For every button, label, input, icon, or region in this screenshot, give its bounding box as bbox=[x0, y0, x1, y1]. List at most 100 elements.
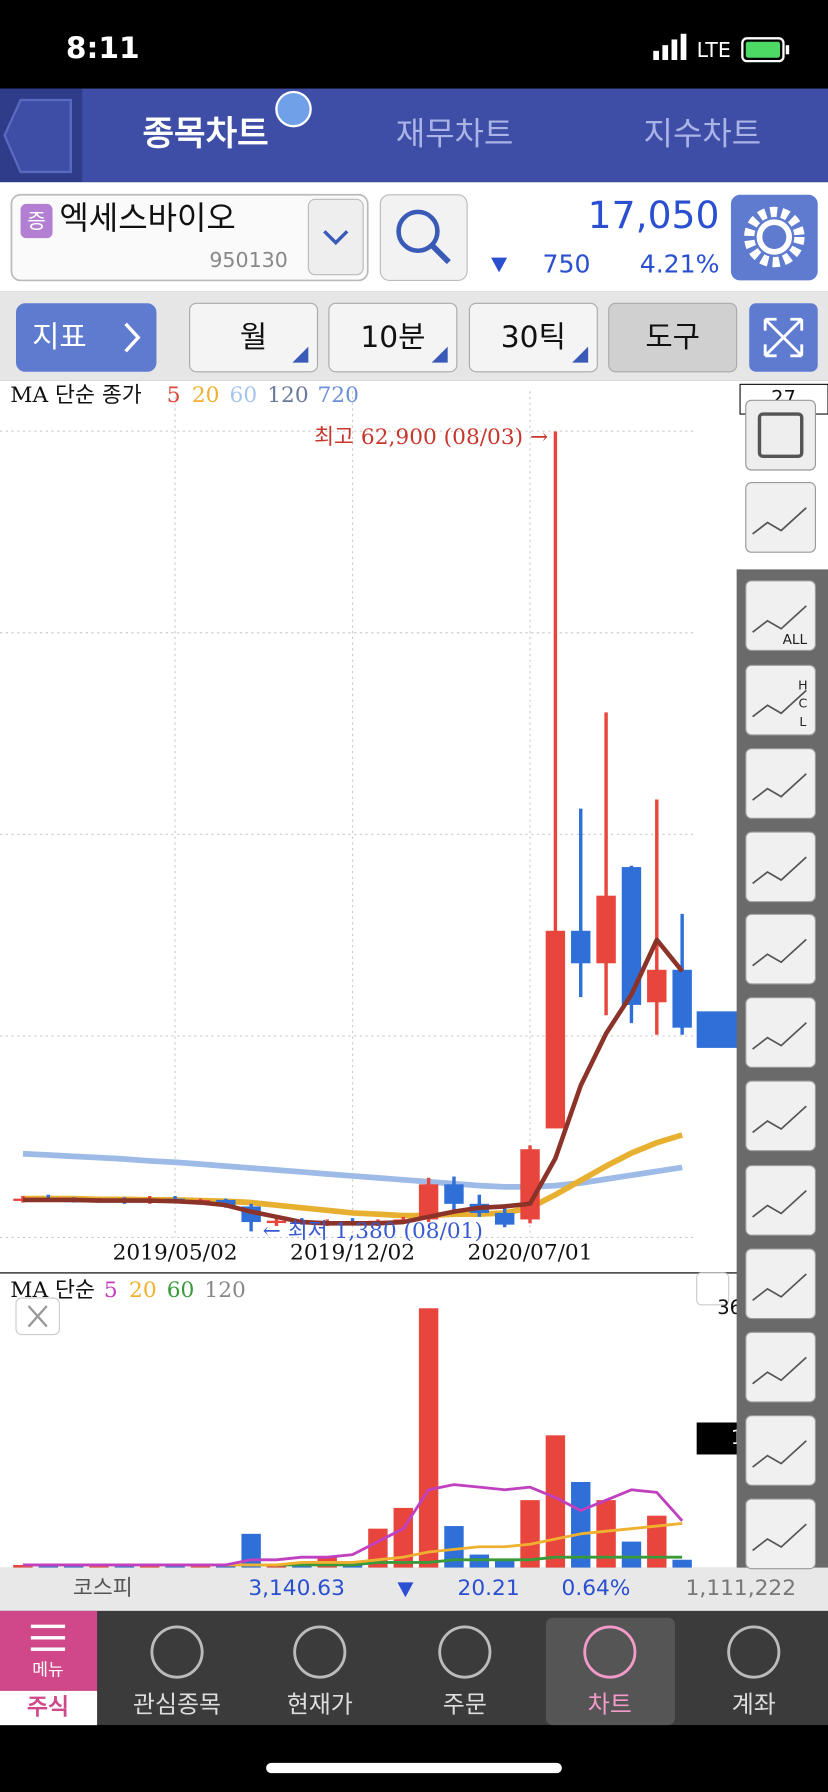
legend-entry: 20 bbox=[129, 1278, 157, 1303]
tab-icon bbox=[275, 90, 312, 128]
tool-icon bbox=[752, 938, 807, 967]
nav-item[interactable]: 차트 bbox=[588, 1691, 632, 1719]
draw-tool[interactable] bbox=[745, 913, 817, 985]
toolbar-label: 도구 bbox=[645, 320, 700, 355]
battery-tip bbox=[785, 45, 790, 55]
tool-icon bbox=[752, 1273, 807, 1301]
tab[interactable]: 지수차트 bbox=[644, 114, 762, 152]
tool-label: H bbox=[798, 677, 807, 692]
candle-body bbox=[444, 1184, 464, 1204]
draw-tool[interactable] bbox=[745, 1331, 817, 1403]
toolbar-label: 월 bbox=[240, 320, 267, 355]
battery-level bbox=[745, 41, 781, 58]
nav-icon bbox=[583, 1625, 637, 1679]
draw-tool[interactable] bbox=[745, 831, 817, 903]
gear bbox=[744, 206, 805, 268]
volume-bar bbox=[596, 1500, 616, 1568]
hamburger bbox=[30, 1647, 66, 1651]
draw-tool[interactable] bbox=[745, 1248, 817, 1320]
toolbar-button[interactable] bbox=[328, 302, 458, 373]
tab[interactable]: 재무차트 bbox=[396, 114, 514, 152]
toolbar-button[interactable] bbox=[468, 302, 598, 373]
tool-icon bbox=[752, 689, 807, 718]
ma-line bbox=[22, 937, 684, 1226]
nav-item[interactable]: 현재가 bbox=[287, 1691, 353, 1719]
draw-tool[interactable] bbox=[745, 997, 817, 1068]
nav-bar bbox=[0, 1610, 828, 1726]
volume-bar bbox=[418, 1308, 439, 1568]
tool-label: L bbox=[799, 714, 806, 729]
draw-tool[interactable] bbox=[745, 664, 817, 736]
hamburger bbox=[30, 1624, 66, 1629]
toolbar-label: 10분 bbox=[360, 320, 425, 355]
legend-entry: 5 bbox=[167, 383, 181, 408]
nav-icon bbox=[293, 1625, 347, 1679]
scroll-button[interactable] bbox=[696, 1272, 730, 1306]
down-arrow bbox=[397, 1582, 414, 1598]
volume-bar bbox=[647, 1515, 667, 1568]
nav-icon bbox=[150, 1625, 204, 1679]
stock-box[interactable] bbox=[10, 193, 369, 282]
dropdown-button[interactable] bbox=[307, 198, 364, 276]
toolbar-button[interactable] bbox=[608, 302, 738, 373]
volume-bar bbox=[520, 1500, 540, 1568]
tool-icon bbox=[752, 1440, 807, 1468]
stock-code: 950130 bbox=[209, 248, 287, 272]
legend-entry: 720 bbox=[317, 383, 358, 408]
menu-sub bbox=[0, 1690, 98, 1726]
nav-item[interactable]: 주식 bbox=[27, 1695, 69, 1721]
tool-label: ALL bbox=[783, 632, 808, 648]
draw-tool[interactable] bbox=[745, 580, 817, 652]
change-pct: 4.21% bbox=[640, 250, 720, 279]
nav-active bbox=[545, 1617, 675, 1726]
draw-tool[interactable] bbox=[745, 1498, 817, 1570]
signal-bar bbox=[671, 39, 678, 61]
legend-entry: 5 bbox=[104, 1278, 118, 1303]
volume-bar bbox=[444, 1526, 464, 1568]
market-index: 코스피 bbox=[73, 1576, 133, 1601]
toolbar-button[interactable] bbox=[189, 302, 319, 373]
candle-body bbox=[545, 930, 566, 1129]
menu-label: 메뉴 bbox=[32, 1660, 64, 1680]
save-button[interactable] bbox=[745, 399, 817, 471]
candle-body bbox=[418, 1184, 439, 1220]
chart-area bbox=[0, 380, 828, 1568]
legend-entry: 120 bbox=[204, 1278, 245, 1303]
dropdown-icon bbox=[323, 230, 349, 246]
draw-tool[interactable] bbox=[745, 1080, 817, 1152]
candle-body bbox=[571, 930, 591, 964]
volume-bar bbox=[13, 1564, 33, 1568]
draw-tool[interactable] bbox=[745, 1415, 817, 1486]
volume-bar bbox=[571, 1481, 591, 1568]
candle-body bbox=[494, 1212, 515, 1225]
draw-tool[interactable] bbox=[745, 748, 817, 819]
nav-item[interactable]: 계좌 bbox=[732, 1691, 776, 1719]
legend-entry: 120 bbox=[267, 383, 308, 408]
tool-icon bbox=[752, 507, 807, 535]
market-volume: 1,111,222 bbox=[686, 1576, 796, 1601]
market-change: 20.21 bbox=[458, 1576, 520, 1601]
tool-icon bbox=[752, 773, 807, 801]
eraser-button[interactable] bbox=[745, 482, 817, 553]
indicator-button[interactable] bbox=[15, 303, 157, 372]
tool-icon bbox=[752, 1022, 807, 1050]
search-button[interactable] bbox=[379, 194, 468, 281]
ma-line bbox=[22, 1483, 684, 1567]
back-button[interactable] bbox=[3, 98, 72, 174]
gear-core bbox=[756, 219, 793, 255]
tab-active[interactable]: 종목차트 bbox=[143, 114, 269, 154]
draw-tool[interactable] bbox=[745, 1164, 817, 1236]
x-tick-label: 2020/07/01 bbox=[468, 1240, 593, 1265]
tool-icon bbox=[752, 856, 807, 885]
volume-bar bbox=[621, 1541, 642, 1568]
nav-item[interactable]: 관심종목 bbox=[133, 1691, 221, 1719]
tool-icon bbox=[752, 605, 807, 633]
close-icon bbox=[27, 1305, 48, 1328]
legend-entry: 60 bbox=[230, 383, 258, 408]
x-tick-label: 2019/12/02 bbox=[290, 1240, 415, 1265]
nav-item[interactable]: 주문 bbox=[443, 1691, 487, 1719]
legend-entry: 20 bbox=[192, 383, 220, 408]
legend-entry: 60 bbox=[167, 1278, 195, 1303]
